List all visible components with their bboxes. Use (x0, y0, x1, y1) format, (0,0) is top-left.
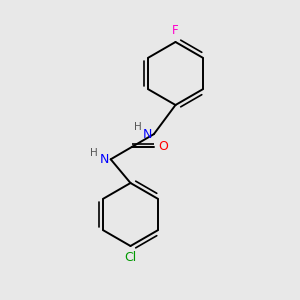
Text: O: O (158, 140, 168, 153)
Text: F: F (172, 24, 179, 37)
Text: N: N (143, 128, 152, 141)
Text: N: N (100, 153, 109, 166)
Text: H: H (134, 122, 141, 133)
Text: H: H (90, 148, 98, 158)
Text: Cl: Cl (124, 251, 136, 264)
